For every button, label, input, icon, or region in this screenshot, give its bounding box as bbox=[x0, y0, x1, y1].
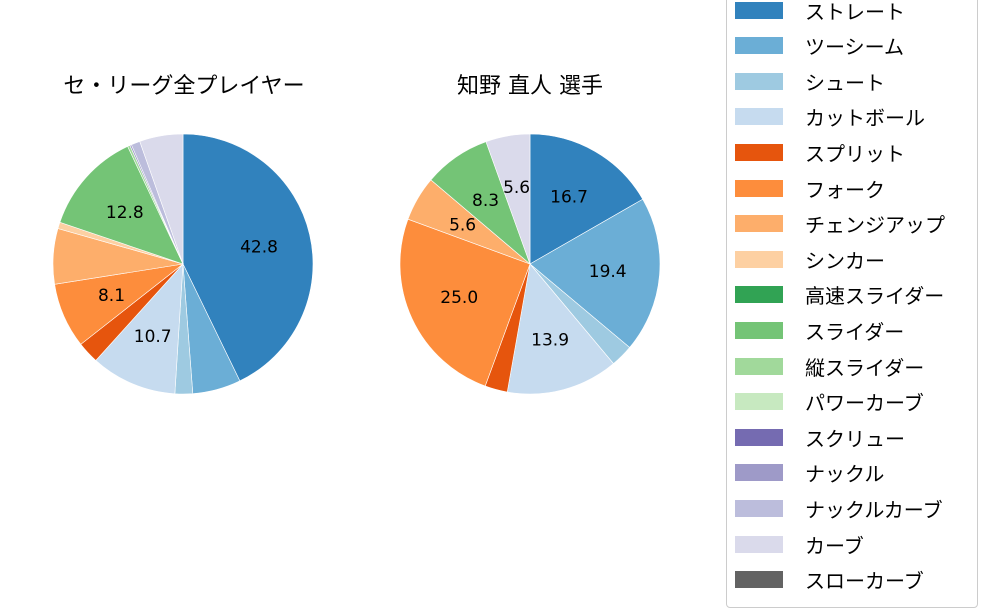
legend-item: パワーカーブ bbox=[735, 387, 924, 417]
legend-swatch bbox=[735, 464, 783, 482]
legend-swatch bbox=[735, 571, 783, 589]
legend-label: ナックル bbox=[805, 462, 885, 487]
legend-item: スローカーブ bbox=[735, 565, 924, 595]
slice-value-label: 16.7 bbox=[550, 187, 588, 207]
pie-slice bbox=[529, 198, 661, 348]
slice-value-label: 5.6 bbox=[503, 178, 530, 198]
legend-item: カットボール bbox=[735, 102, 925, 132]
slice-value-label: 8.1 bbox=[98, 286, 125, 306]
legend-item: 高速スライダー bbox=[735, 280, 944, 310]
legend-label: スライダー bbox=[805, 319, 905, 344]
pie-slice bbox=[59, 145, 184, 265]
slice-value-label: 25.0 bbox=[440, 288, 478, 308]
legend-swatch bbox=[735, 357, 783, 375]
legend-label: ナックルカーブ bbox=[805, 497, 943, 522]
legend-swatch bbox=[735, 215, 783, 233]
legend-swatch bbox=[735, 108, 783, 126]
legend-label: 縦スライダー bbox=[805, 355, 925, 380]
legend-swatch bbox=[735, 1, 783, 19]
legend-swatch bbox=[735, 499, 783, 517]
legend-item: フォーク bbox=[735, 173, 885, 203]
slice-value-label: 5.6 bbox=[449, 216, 476, 236]
slice-value-label: 12.8 bbox=[106, 203, 144, 223]
legend-item: チェンジアップ bbox=[735, 209, 945, 239]
legend-item: シュート bbox=[735, 66, 885, 96]
legend-label: パワーカーブ bbox=[805, 391, 924, 416]
right-pie-chart: 16.719.413.925.05.68.35.6 bbox=[399, 133, 661, 395]
pie-slice bbox=[529, 133, 644, 265]
legend-swatch bbox=[735, 428, 783, 446]
legend-swatch bbox=[735, 250, 783, 268]
pie-slice bbox=[399, 218, 531, 387]
right-pie-title: 知野 直人 選手 bbox=[457, 74, 603, 99]
pie-slice bbox=[139, 133, 184, 265]
legend-item: ナックルカーブ bbox=[735, 493, 943, 523]
legend-swatch bbox=[735, 143, 783, 161]
legend-label: カーブ bbox=[805, 533, 864, 558]
legend-label: シュート bbox=[805, 70, 885, 95]
pie-slice bbox=[506, 263, 614, 395]
legend-label: ツーシーム bbox=[805, 35, 904, 60]
slice-value-label: 10.7 bbox=[134, 327, 172, 347]
legend-item: スクリュー bbox=[735, 422, 905, 452]
left-pie-title: セ・リーグ全プレイヤー bbox=[63, 74, 305, 99]
legend-label: フォーク bbox=[805, 177, 885, 202]
legend-label: チェンジアップ bbox=[805, 213, 945, 238]
legend-label: スプリット bbox=[805, 141, 905, 166]
left-pie-chart: 42.8 10.7 8.1 12.8 bbox=[52, 133, 314, 395]
pie-slice bbox=[485, 133, 531, 265]
legend-item: ナックル bbox=[735, 458, 884, 488]
legend-swatch bbox=[735, 37, 783, 55]
legend-swatch bbox=[735, 72, 783, 90]
slice-value-label: 19.4 bbox=[589, 262, 627, 282]
legend-swatch bbox=[735, 321, 783, 339]
legend-item: スライダー bbox=[735, 315, 904, 345]
legend-swatch bbox=[735, 393, 783, 411]
legend-item: スプリット bbox=[735, 137, 905, 167]
legend-item: ツーシーム bbox=[735, 31, 904, 61]
pie-slice bbox=[95, 263, 184, 395]
legend-label: カットボール bbox=[805, 106, 925, 131]
legend-item: カーブ bbox=[735, 529, 864, 559]
legend-item: シンカー bbox=[735, 244, 885, 274]
legend-item: ストレート bbox=[735, 0, 905, 25]
legend: ストレートツーシームシュートカットボール スプリットフォークチェンジアップ シンカー… bbox=[726, 0, 978, 608]
slice-value-label: 8.3 bbox=[472, 191, 499, 211]
legend-item: 縦スライダー bbox=[735, 351, 924, 381]
legend-swatch bbox=[735, 286, 783, 304]
legend-swatch bbox=[735, 535, 783, 553]
legend-swatch bbox=[735, 179, 783, 197]
legend-label: 高速スライダー bbox=[805, 284, 945, 309]
legend-label: スローカーブ bbox=[805, 569, 924, 594]
legend-label: シンカー bbox=[805, 248, 885, 273]
slice-value-label: 42.8 bbox=[240, 238, 278, 258]
pie-slice bbox=[182, 133, 314, 382]
legend-label: スクリュー bbox=[805, 426, 905, 451]
slice-value-label: 13.9 bbox=[531, 330, 569, 350]
legend-label: ストレート bbox=[805, 0, 905, 24]
